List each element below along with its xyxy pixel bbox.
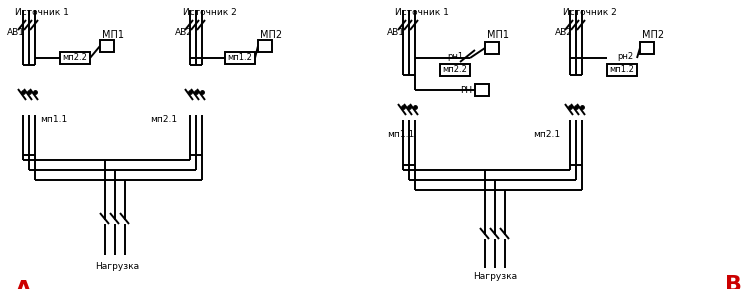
Text: B: B — [725, 275, 742, 289]
Text: мп2.1: мп2.1 — [533, 130, 560, 139]
Bar — [475, 84, 489, 96]
Bar — [485, 42, 499, 54]
Bar — [607, 64, 637, 76]
Bar — [640, 42, 654, 54]
Text: рн1: рн1 — [447, 52, 463, 61]
Bar — [440, 64, 470, 76]
Text: мп2.1: мп2.1 — [150, 115, 177, 124]
Text: Источник 2: Источник 2 — [183, 8, 237, 17]
Text: Нагрузка: Нагрузка — [473, 272, 518, 281]
Text: РН: РН — [460, 86, 472, 95]
Text: мп2.2: мп2.2 — [442, 65, 466, 74]
Text: МП2: МП2 — [260, 30, 282, 40]
Text: АВ2: АВ2 — [175, 28, 193, 37]
Text: АВ1: АВ1 — [7, 28, 25, 37]
Text: МП1: МП1 — [487, 30, 509, 40]
Text: мп2.2: мп2.2 — [62, 53, 87, 62]
Text: АВ2: АВ2 — [555, 28, 573, 37]
Bar — [100, 40, 114, 52]
Bar — [225, 52, 255, 64]
Text: A: A — [15, 280, 32, 289]
Text: Нагрузка: Нагрузка — [95, 262, 140, 271]
Text: Источник 1: Источник 1 — [15, 8, 69, 17]
Text: мп1.2: мп1.2 — [609, 65, 634, 74]
Text: мп1.1: мп1.1 — [40, 115, 68, 124]
Bar — [60, 52, 90, 64]
Text: МП2: МП2 — [642, 30, 664, 40]
Text: мп1.2: мп1.2 — [227, 53, 252, 62]
Bar — [258, 40, 272, 52]
Text: МП1: МП1 — [102, 30, 124, 40]
Text: Источник 1: Источник 1 — [395, 8, 448, 17]
Text: мп1.1: мп1.1 — [387, 130, 414, 139]
Text: Источник 2: Источник 2 — [563, 8, 616, 17]
Text: АВ1: АВ1 — [387, 28, 405, 37]
Text: рн2: рн2 — [617, 52, 633, 61]
